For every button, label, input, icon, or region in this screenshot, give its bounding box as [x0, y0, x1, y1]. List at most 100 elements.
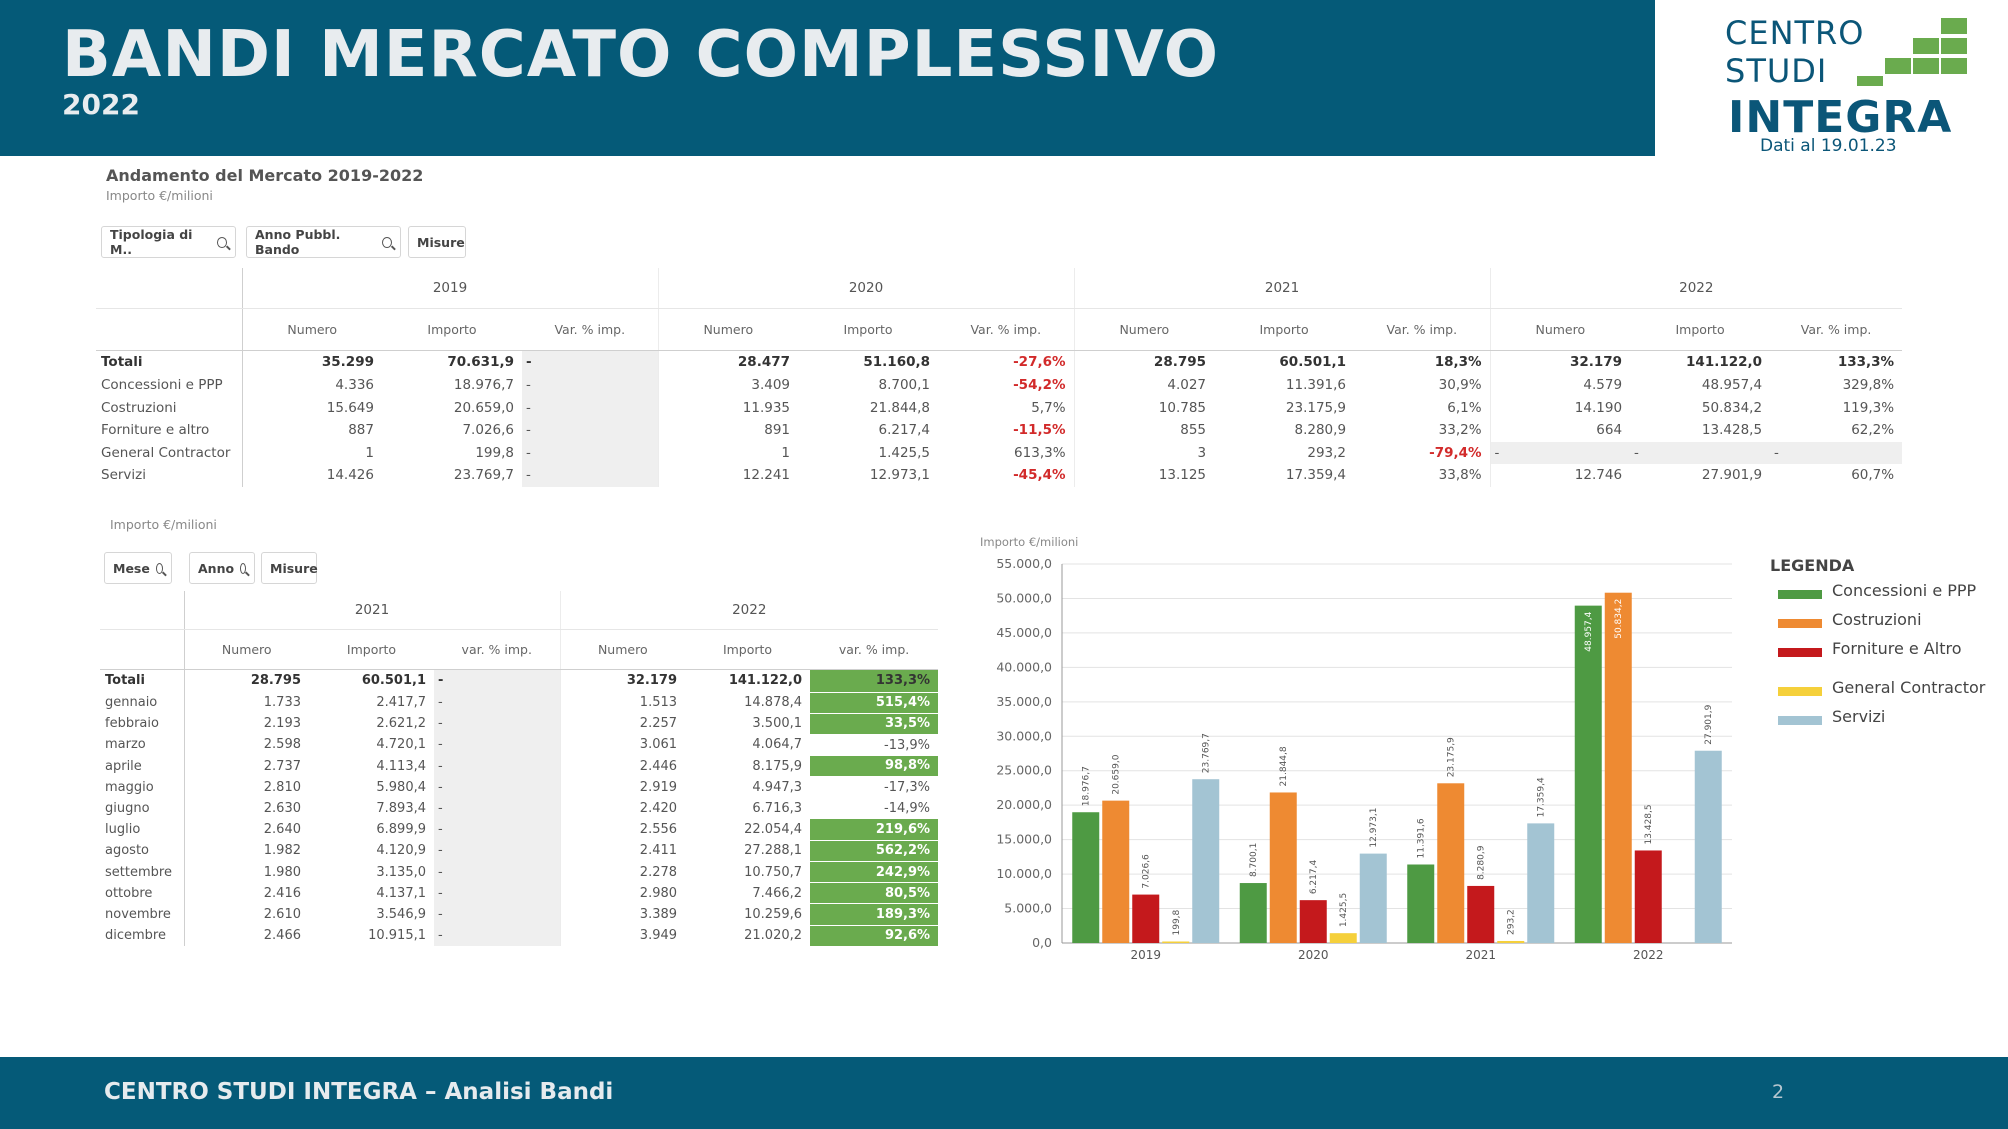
column-header: Var. % imp. [522, 308, 659, 351]
count-cell: 1.733 [263, 695, 301, 711]
year-header: 2021 [1073, 268, 1491, 309]
bar [1192, 779, 1220, 943]
filter-anno-button[interactable]: Anno [189, 552, 255, 584]
filter-anno-button[interactable]: Anno Pubbl. Bando [246, 226, 401, 258]
amount-cell: 13.428,5 [1701, 422, 1763, 439]
bar-data-label: 7.026,6 [1142, 854, 1152, 889]
count-cell: 3 [1073, 441, 1215, 464]
measures-label: Misure [417, 234, 465, 250]
measures-button[interactable]: Misure [408, 226, 466, 258]
y-tick-label: 15.000,0 [996, 832, 1052, 847]
y-axis-label: Importo €/milioni [980, 535, 1078, 549]
count-cell: 664 [1489, 419, 1631, 442]
count-cell: 2.630 [263, 801, 301, 817]
column-header: Importo [309, 629, 434, 670]
amount-cell: 18.976,7 [453, 377, 514, 394]
bar [1329, 933, 1357, 943]
amount-cell: 17.359,4 [1285, 467, 1347, 484]
amount-cell: 3.135,0 [376, 864, 426, 880]
count-cell: 14.190 [1489, 396, 1631, 419]
logo-text-studi: STUDI [1725, 52, 1828, 90]
bar [1407, 864, 1435, 943]
row-label: Forniture e altro [96, 419, 243, 442]
totals-row: Totali 35.299 70.631,9-28.477 51.160,8 -27,6… [96, 350, 1902, 374]
legend-swatch [1778, 648, 1822, 657]
count-cell: 887 [348, 422, 374, 439]
logo-grid-icon [1857, 18, 1967, 86]
filter-label: Tipologia di M.. [110, 227, 193, 257]
header-band: BANDI MERCATO COMPLESSIVO 2022 [0, 0, 1655, 156]
legend-item: Concessioni e PPP [1770, 581, 1976, 610]
row-label: febbraio [100, 713, 185, 735]
search-icon [240, 562, 246, 574]
amount-cell: 4.120,9 [376, 843, 426, 859]
y-tick-label: 40.000,0 [996, 659, 1052, 674]
legend-swatch [1778, 590, 1822, 599]
count-cell: 2.919 [559, 776, 686, 798]
count-cell: 2.257 [559, 713, 686, 735]
row-label: ottobre [100, 882, 185, 904]
month-row: luglio 2.640 6.899,9-2.556 22.054,4 219,6% [100, 819, 939, 841]
x-tick-label: 2022 [1633, 948, 1664, 962]
variation-cell: - [434, 755, 561, 777]
filter-label: Anno [198, 560, 235, 576]
legend-label: Servizi [1832, 707, 1886, 726]
variation-cell: - [522, 419, 659, 442]
legend-item: Forniture e Altro [1770, 639, 1961, 668]
count-cell: 14.426 [326, 467, 374, 484]
amount-cell: 1.425,5 [878, 444, 931, 461]
measures-label: Misure [270, 560, 318, 576]
month-row: agosto 1.982 4.120,9-2.411 27.288,1 562,2% [100, 840, 939, 863]
month-row: novembre 2.610 3.546,9-3.389 10.259,6 189,3% [100, 903, 939, 926]
table-row: General Contractor 1 199,8-1 1.425,5 613,3% 3… [96, 441, 1903, 464]
amount-cell: 21.844,8 [869, 399, 931, 416]
bar-data-label: 8.700,1 [1249, 843, 1259, 877]
amount-cell: 6.217,4 [878, 422, 931, 439]
row-label: aprile [100, 755, 185, 777]
year-header: 2022 [559, 591, 939, 630]
measures-button[interactable]: Misure [261, 552, 318, 584]
column-header: Numero [242, 308, 382, 351]
amount-cell: 10.750,7 [744, 864, 803, 880]
row-label: Concessioni e PPP [96, 374, 243, 397]
legend-label: Forniture e Altro [1832, 639, 1962, 658]
market-table: 2019 2020 2021 2022 Numero Importo Var. … [96, 268, 1903, 487]
amount-cell: 22.054,4 [744, 822, 803, 838]
variation-cell: 18,3% [1434, 354, 1482, 371]
table-row: Concessioni e PPP 4.336 18.976,7-3.409 8.70… [96, 374, 1902, 397]
count-cell: 2.420 [559, 797, 686, 820]
amount-cell: 50.834,2 [1701, 399, 1763, 416]
filter-mese-button[interactable]: Mese [104, 552, 172, 584]
table-row: Servizi 14.426 23.769,7-12.241 12.973,1 -45,… [96, 464, 1902, 487]
amount-cell: 3.546,9 [376, 906, 426, 922]
amount-cell: 60.501,1 [361, 673, 426, 689]
bar-data-label: 21.844,8 [1279, 746, 1289, 786]
month-row: ottobre 2.416 4.137,1-2.980 7.466,2 80,5% [100, 882, 939, 905]
column-header: var. % imp. [434, 629, 561, 670]
variation-cell: - [434, 797, 561, 820]
bar-data-label: 23.175,9 [1447, 737, 1457, 777]
year-header: 2021 [184, 591, 561, 630]
count-cell: 2.810 [263, 779, 301, 795]
count-cell: 1 [365, 444, 374, 461]
count-cell: 28.795 [1073, 350, 1215, 374]
page-subtitle-year: 2022 [62, 88, 140, 121]
row-label: novembre [100, 903, 185, 926]
variation-cell: - [434, 734, 561, 756]
month-row: marzo 2.598 4.720,1-3.061 4.064,7 -13,9% [100, 734, 938, 756]
variation-cell: - [434, 692, 561, 714]
row-label: marzo [100, 734, 185, 756]
row-label: agosto [100, 840, 185, 862]
y-tick-label: 35.000,0 [996, 694, 1052, 709]
count-cell: 2.446 [559, 755, 686, 777]
filter-tipologia-button[interactable]: Tipologia di M.. [101, 226, 236, 258]
variation-cell: 189,3% [810, 903, 939, 926]
bar-data-label: 23.769,7 [1202, 733, 1212, 773]
month-row: dicembre 2.466 10.915,1-3.949 21.020,2 92,6% [100, 925, 939, 947]
corner-cell [100, 591, 185, 630]
legend-label: Concessioni e PPP [1832, 581, 1977, 600]
legend-label: General Contractor [1832, 678, 1986, 697]
count-cell: 10.785 [1073, 396, 1215, 419]
count-cell: 2.278 [559, 861, 686, 883]
x-tick-label: 2020 [1298, 948, 1329, 962]
